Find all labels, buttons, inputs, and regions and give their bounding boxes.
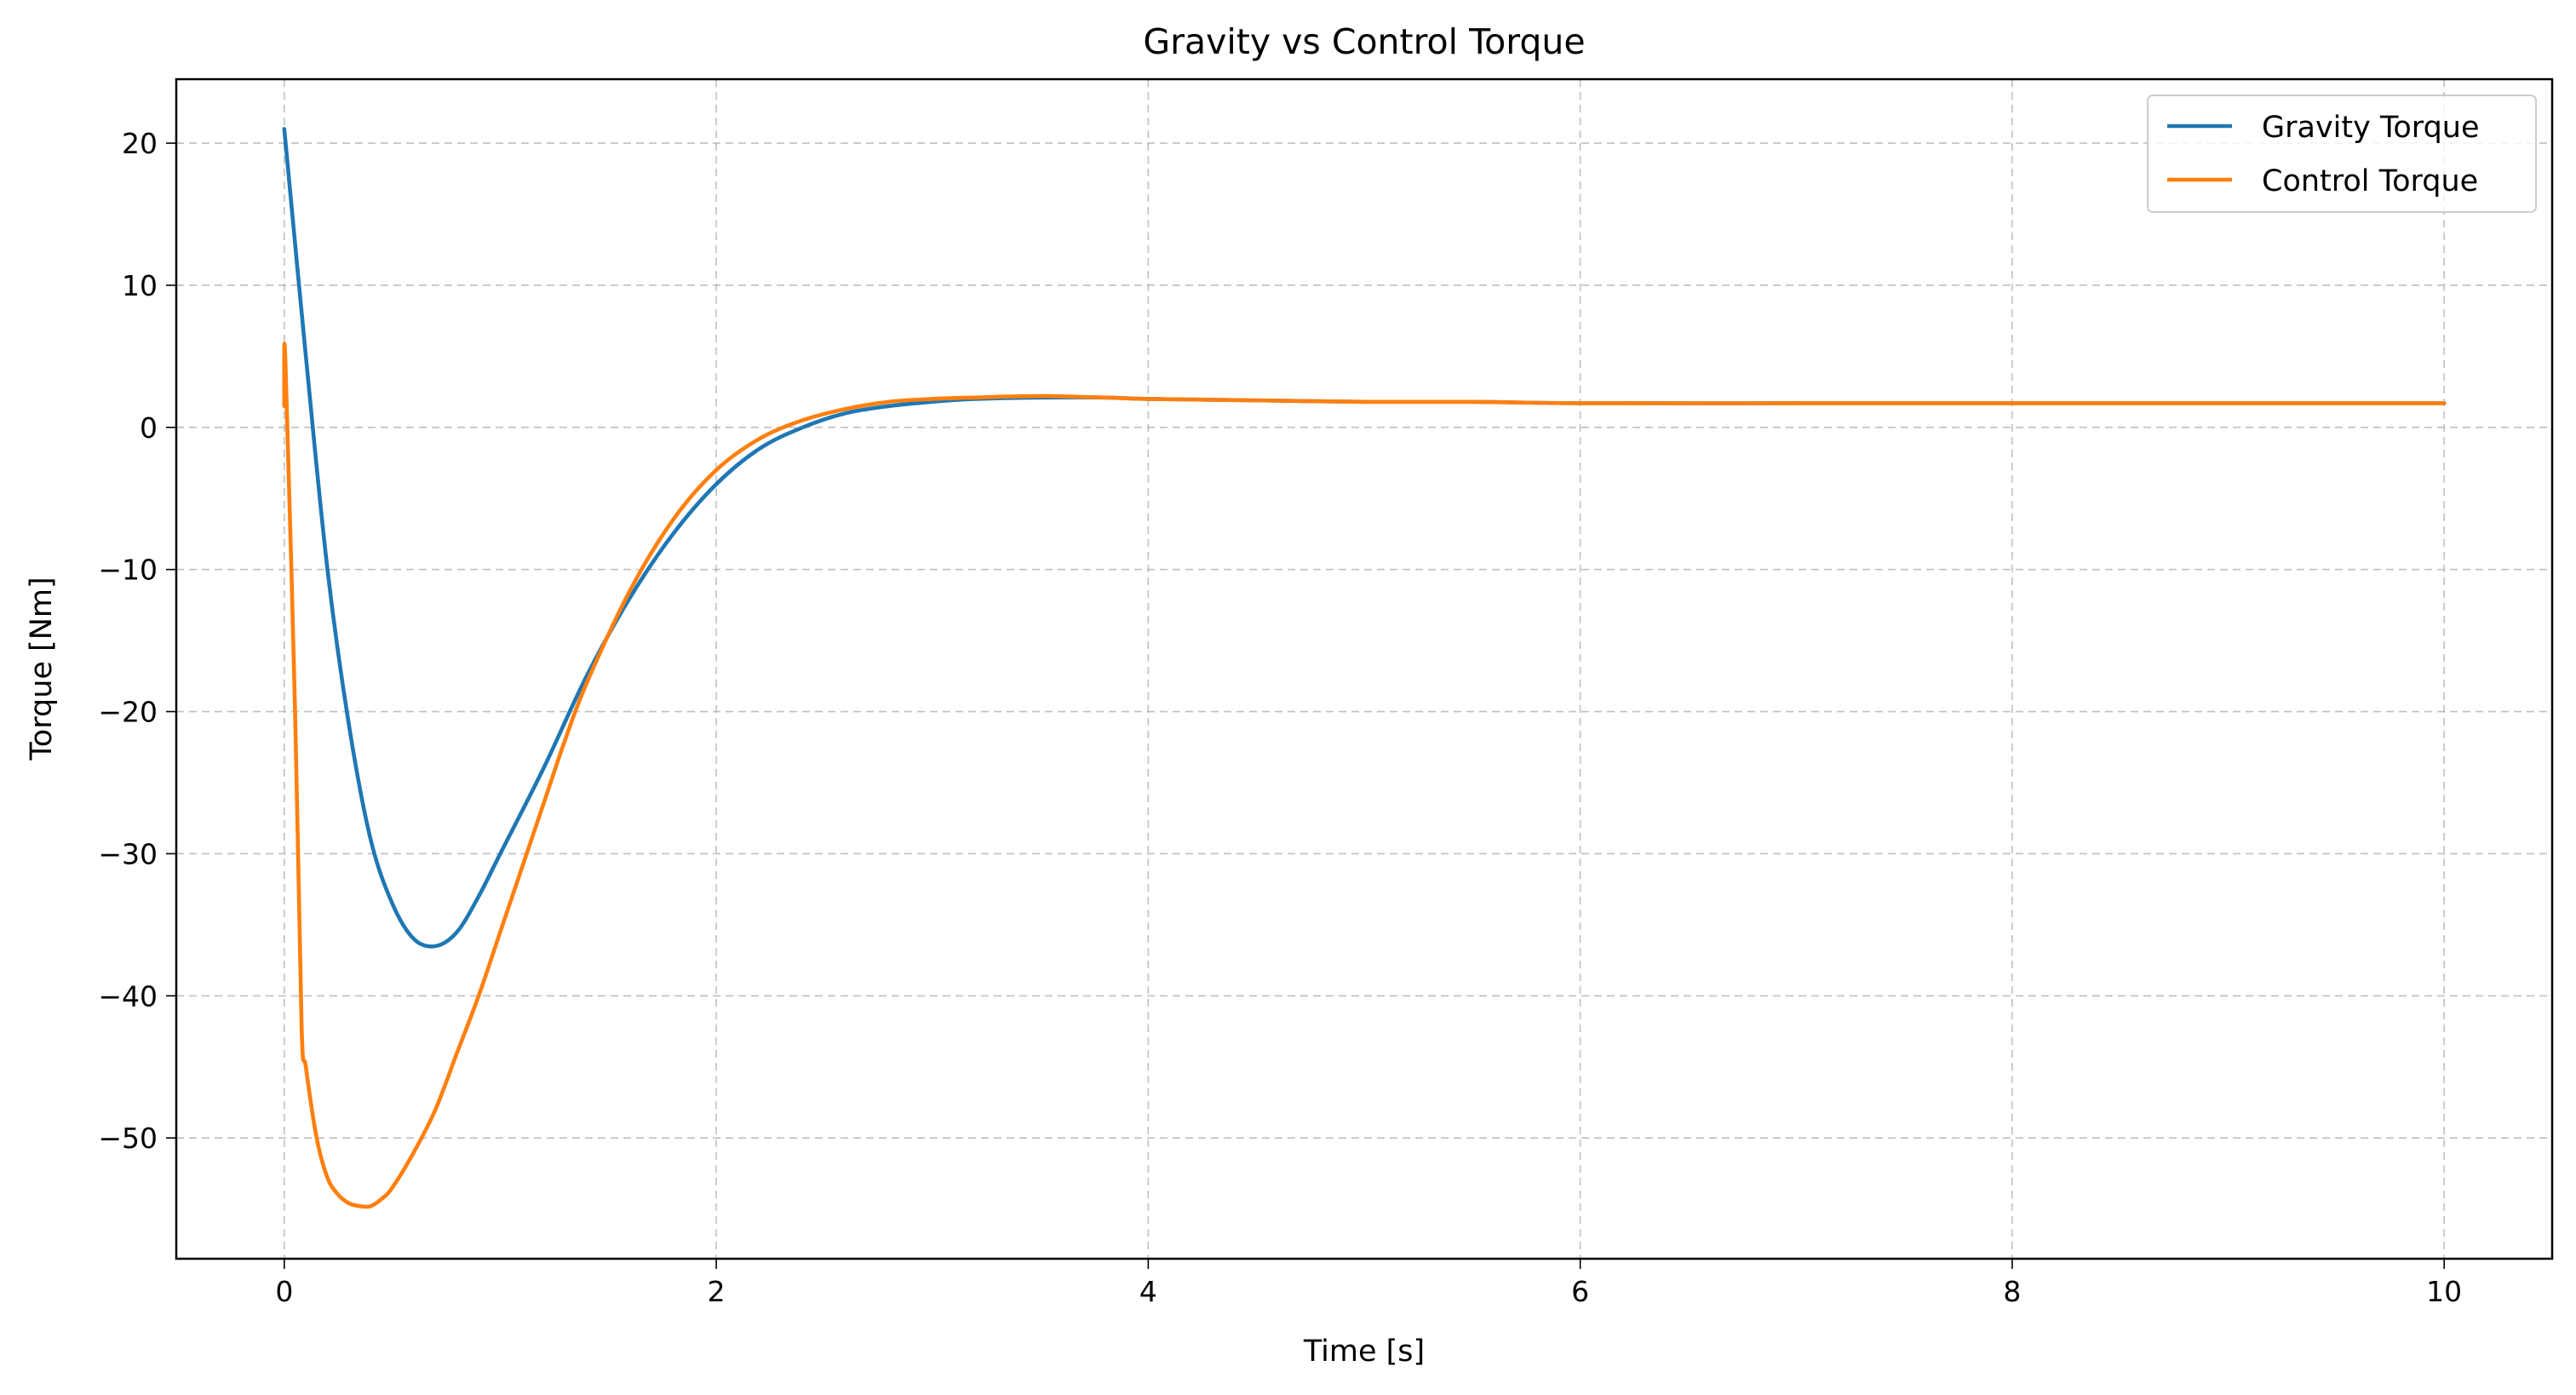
x-tick-label: 2 xyxy=(708,1275,726,1308)
series-lines xyxy=(282,127,2447,1209)
x-tick-label: 4 xyxy=(1139,1275,1157,1308)
chart-title: Gravity vs Control Torque xyxy=(1143,21,1585,62)
legend-label-control-torque: Control Torque xyxy=(2262,164,2478,198)
y-tick-label: 20 xyxy=(122,127,158,160)
y-tick-label: 10 xyxy=(122,269,158,302)
y-tick-label: −20 xyxy=(98,696,158,729)
y-tick-label: −30 xyxy=(98,837,158,870)
plot-area-frame xyxy=(175,78,2554,1260)
axis-ticks: 0 2 4 6 8 10 20 10 0 −10 −20 −30 −40 −50 xyxy=(98,127,2462,1308)
x-tick-label: 6 xyxy=(1571,1275,1589,1308)
x-axis-label: Time [s] xyxy=(1303,1335,1425,1369)
grid-lines xyxy=(176,79,2552,1259)
legend-frame xyxy=(2147,95,2537,213)
y-tick-label: −10 xyxy=(98,554,158,587)
series-line-control-torque xyxy=(282,342,2447,1209)
y-tick-label: 0 xyxy=(140,411,158,445)
x-tick-label: 10 xyxy=(2426,1275,2462,1308)
y-axis-label: Torque [Nm] xyxy=(25,577,59,761)
y-tick-label: −50 xyxy=(98,1122,158,1155)
series-line-gravity-torque xyxy=(282,127,2447,949)
x-tick-label: 0 xyxy=(275,1275,293,1308)
legend-label-gravity-torque: Gravity Torque xyxy=(2262,111,2480,145)
legend: Gravity Torque Control Torque xyxy=(2147,95,2537,213)
y-tick-label: −40 xyxy=(98,979,158,1013)
x-tick-label: 8 xyxy=(2003,1275,2021,1308)
